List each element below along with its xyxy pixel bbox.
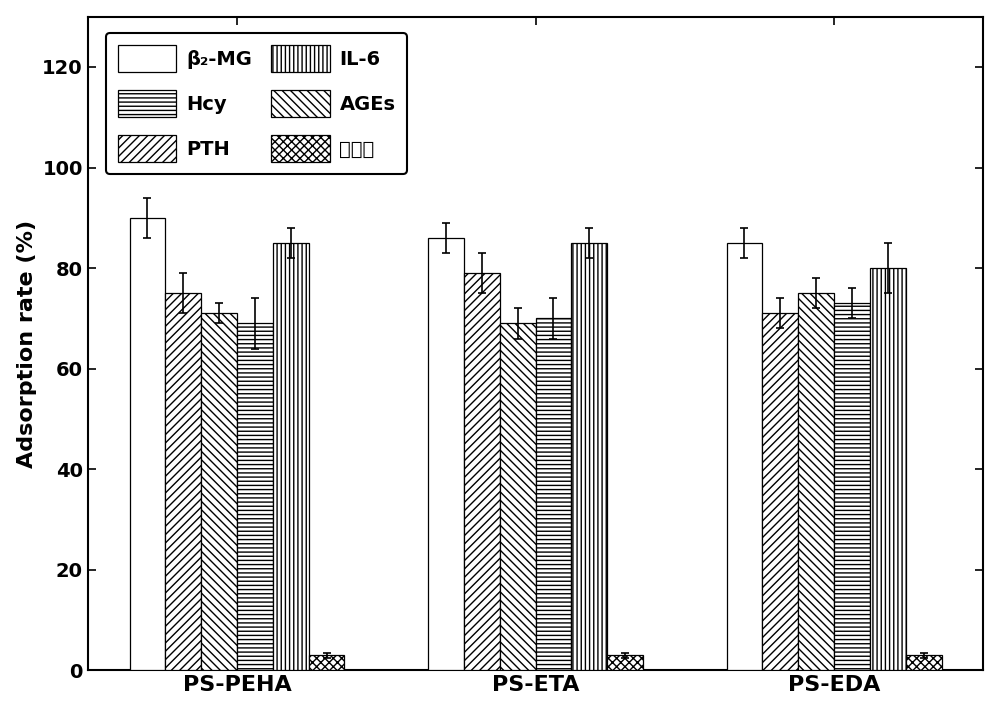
Bar: [798, 293, 834, 671]
Bar: [607, 655, 643, 671]
Bar: [130, 218, 165, 671]
Bar: [165, 293, 201, 671]
Bar: [906, 655, 942, 671]
Bar: [536, 318, 571, 671]
Legend: β₂-MG, Hcy, PTH, IL-6, AGEs, 总蛋白: β₂-MG, Hcy, PTH, IL-6, AGEs, 总蛋白: [106, 33, 407, 174]
Bar: [834, 303, 870, 671]
Bar: [870, 268, 906, 671]
Bar: [309, 655, 344, 671]
Bar: [727, 243, 762, 671]
Bar: [762, 313, 798, 671]
Bar: [464, 273, 500, 671]
Bar: [500, 323, 536, 671]
Bar: [273, 243, 309, 671]
Bar: [201, 313, 237, 671]
Bar: [237, 323, 273, 671]
Y-axis label: Adsorption rate (%): Adsorption rate (%): [17, 219, 37, 468]
Bar: [428, 238, 464, 671]
Bar: [571, 243, 607, 671]
